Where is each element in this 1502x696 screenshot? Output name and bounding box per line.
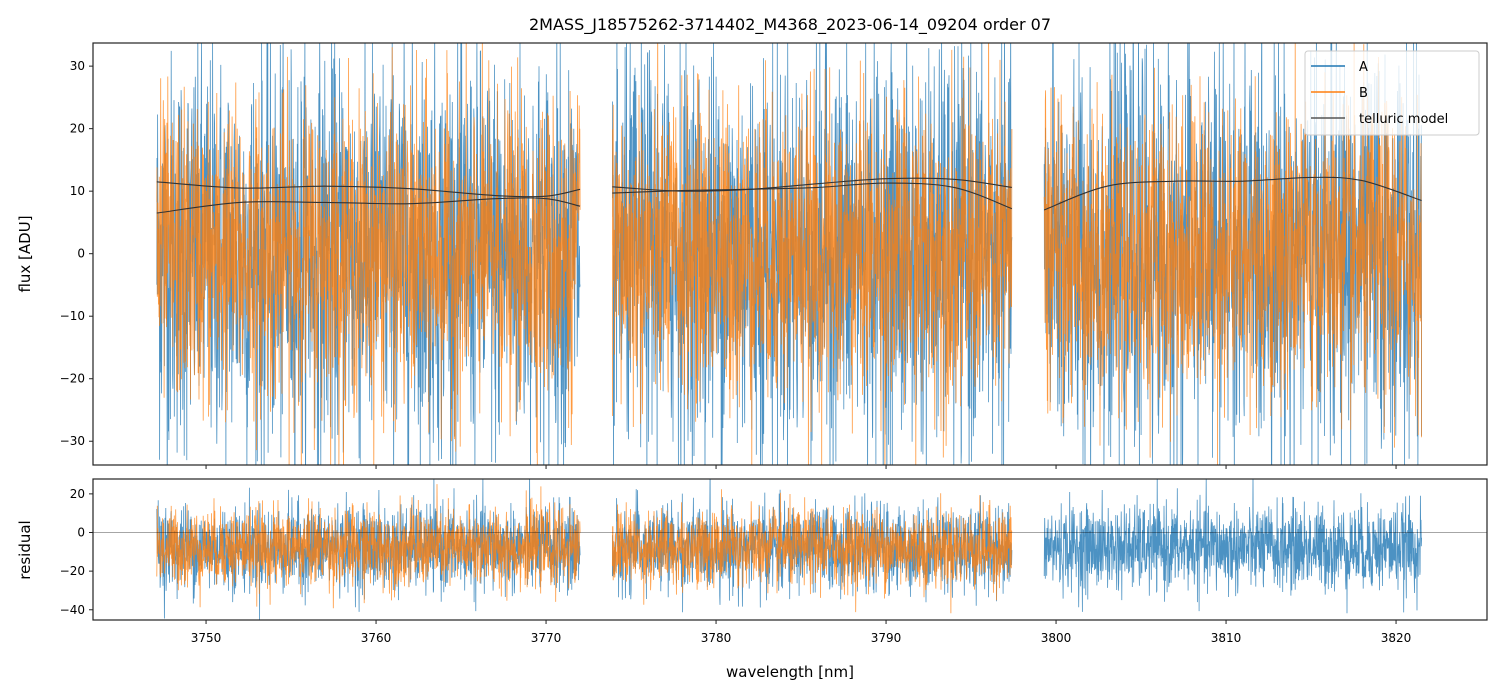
x-tick-label: 3770	[531, 631, 562, 645]
series-B-segment-0	[156, 43, 581, 465]
telluric-model-4	[1043, 176, 1422, 211]
y-residual-tick-label: 20	[70, 487, 85, 501]
legend-label-telluric: telluric model	[1359, 112, 1448, 127]
y-top-tick-label: 20	[70, 122, 85, 136]
x-axis-label: wavelength [nm]	[726, 663, 854, 681]
residual-A-segment-2	[1043, 479, 1422, 614]
chart-title: 2MASS_J18575262-3714402_M4368_2023-06-14…	[529, 15, 1051, 35]
x-tick-label: 3800	[1041, 631, 1072, 645]
y-axis-label-residual: residual	[16, 520, 34, 579]
residual-B-segment-1	[612, 489, 1013, 614]
x-tick-label: 3810	[1211, 631, 1242, 645]
telluric-model-2	[612, 177, 1012, 192]
telluric-model-0	[156, 181, 581, 198]
residual-plot-data	[93, 479, 1487, 620]
series-B-segment-1	[612, 43, 1013, 465]
y-residual-tick-label: 0	[77, 526, 85, 540]
y-top-tick-label: −30	[60, 434, 85, 448]
legend-label-B: B	[1359, 86, 1368, 101]
y-top-tick-label: 30	[70, 59, 85, 73]
series-B-segment-2	[1043, 43, 1422, 465]
legend: A B telluric model	[1304, 50, 1480, 136]
residual-B-segment-0	[156, 484, 581, 609]
y-residual-tick-label: −20	[60, 564, 85, 578]
y-residual-tick-label: −40	[60, 603, 85, 617]
telluric-model-3	[612, 182, 1013, 210]
x-tick-label: 3780	[701, 631, 732, 645]
x-tick-label: 3750	[191, 631, 222, 645]
y-top-tick-label: 0	[77, 247, 85, 261]
x-tick-label: 3820	[1381, 631, 1412, 645]
y-top-tick-label: −10	[60, 309, 85, 323]
telluric-model-1	[156, 197, 581, 214]
top-plot-data	[156, 43, 1422, 465]
x-tick-label: 3790	[871, 631, 902, 645]
y-axis-label-top: flux [ADU]	[16, 215, 34, 292]
x-tick-label: 3760	[361, 631, 392, 645]
y-top-tick-label: 10	[70, 184, 85, 198]
legend-label-A: A	[1359, 60, 1368, 75]
y-top-tick-label: −20	[60, 372, 85, 386]
residual-axes-frame	[92, 478, 1488, 621]
